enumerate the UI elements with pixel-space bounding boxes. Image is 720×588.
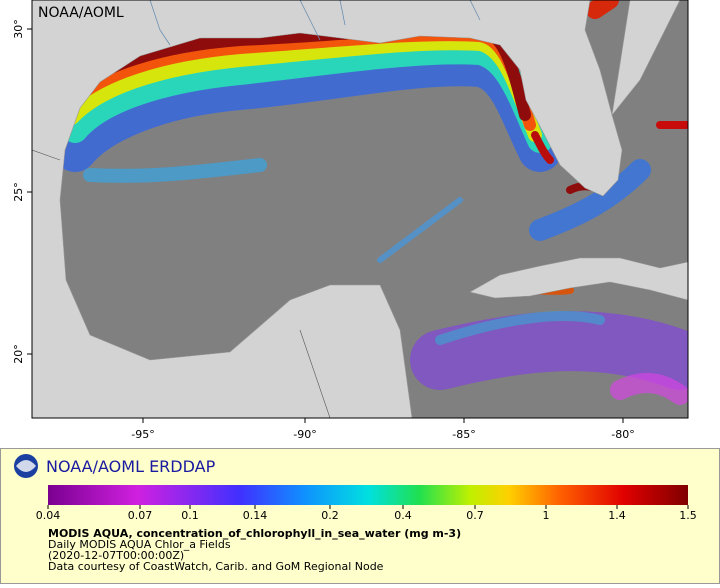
colorbar-tick-label: 0.4 bbox=[394, 509, 412, 522]
colorbar-tick-label: 0.1 bbox=[181, 509, 199, 522]
legend-title: NOAA/AOML ERDDAP bbox=[46, 457, 216, 476]
colorbar-tick-label: 0.14 bbox=[243, 509, 268, 522]
rivers bbox=[149, 0, 481, 46]
legend-line: MODIS AQUA, concentration_of_chlorophyll… bbox=[48, 527, 461, 540]
x-tick-label: -85° bbox=[452, 428, 475, 441]
x-tick-label: -95° bbox=[131, 428, 154, 441]
legend-line: Daily MODIS AQUA Chlor_a Fields bbox=[48, 538, 231, 551]
legend-line: Data courtesy of CoastWatch, Carib. and … bbox=[48, 560, 384, 573]
x-tick-label: -90° bbox=[293, 428, 316, 441]
colorbar-tick-label: 0.7 bbox=[466, 509, 484, 522]
y-tick-label: 25° bbox=[12, 182, 25, 202]
colorbar-tick-label: 1.5 bbox=[679, 509, 697, 522]
borders bbox=[32, 149, 331, 418]
y-tick-label: 20° bbox=[12, 344, 25, 364]
land bbox=[32, 0, 623, 418]
colorbar bbox=[48, 485, 688, 505]
map-frame bbox=[31, 0, 689, 419]
land-florida-east bbox=[611, 0, 681, 117]
noaa-logo-wave bbox=[16, 460, 36, 472]
legend-line: (2020-12-07T00:00:00Z) bbox=[48, 549, 184, 562]
map-label: NOAA/AOML bbox=[38, 5, 124, 21]
colorbar-tick-label: 0.2 bbox=[321, 509, 339, 522]
colorbar-tick-label: 1 bbox=[543, 509, 550, 522]
x-tick-label: -80° bbox=[611, 428, 634, 441]
colorbar-tick-label: 0.04 bbox=[36, 509, 61, 522]
map-area bbox=[32, 0, 688, 418]
colorbar-tick-label: 1.4 bbox=[608, 509, 626, 522]
y-tick-label: 30° bbox=[12, 19, 25, 39]
colorbar-tick-label: 0.07 bbox=[128, 509, 153, 522]
land-cuba bbox=[469, 257, 688, 301]
